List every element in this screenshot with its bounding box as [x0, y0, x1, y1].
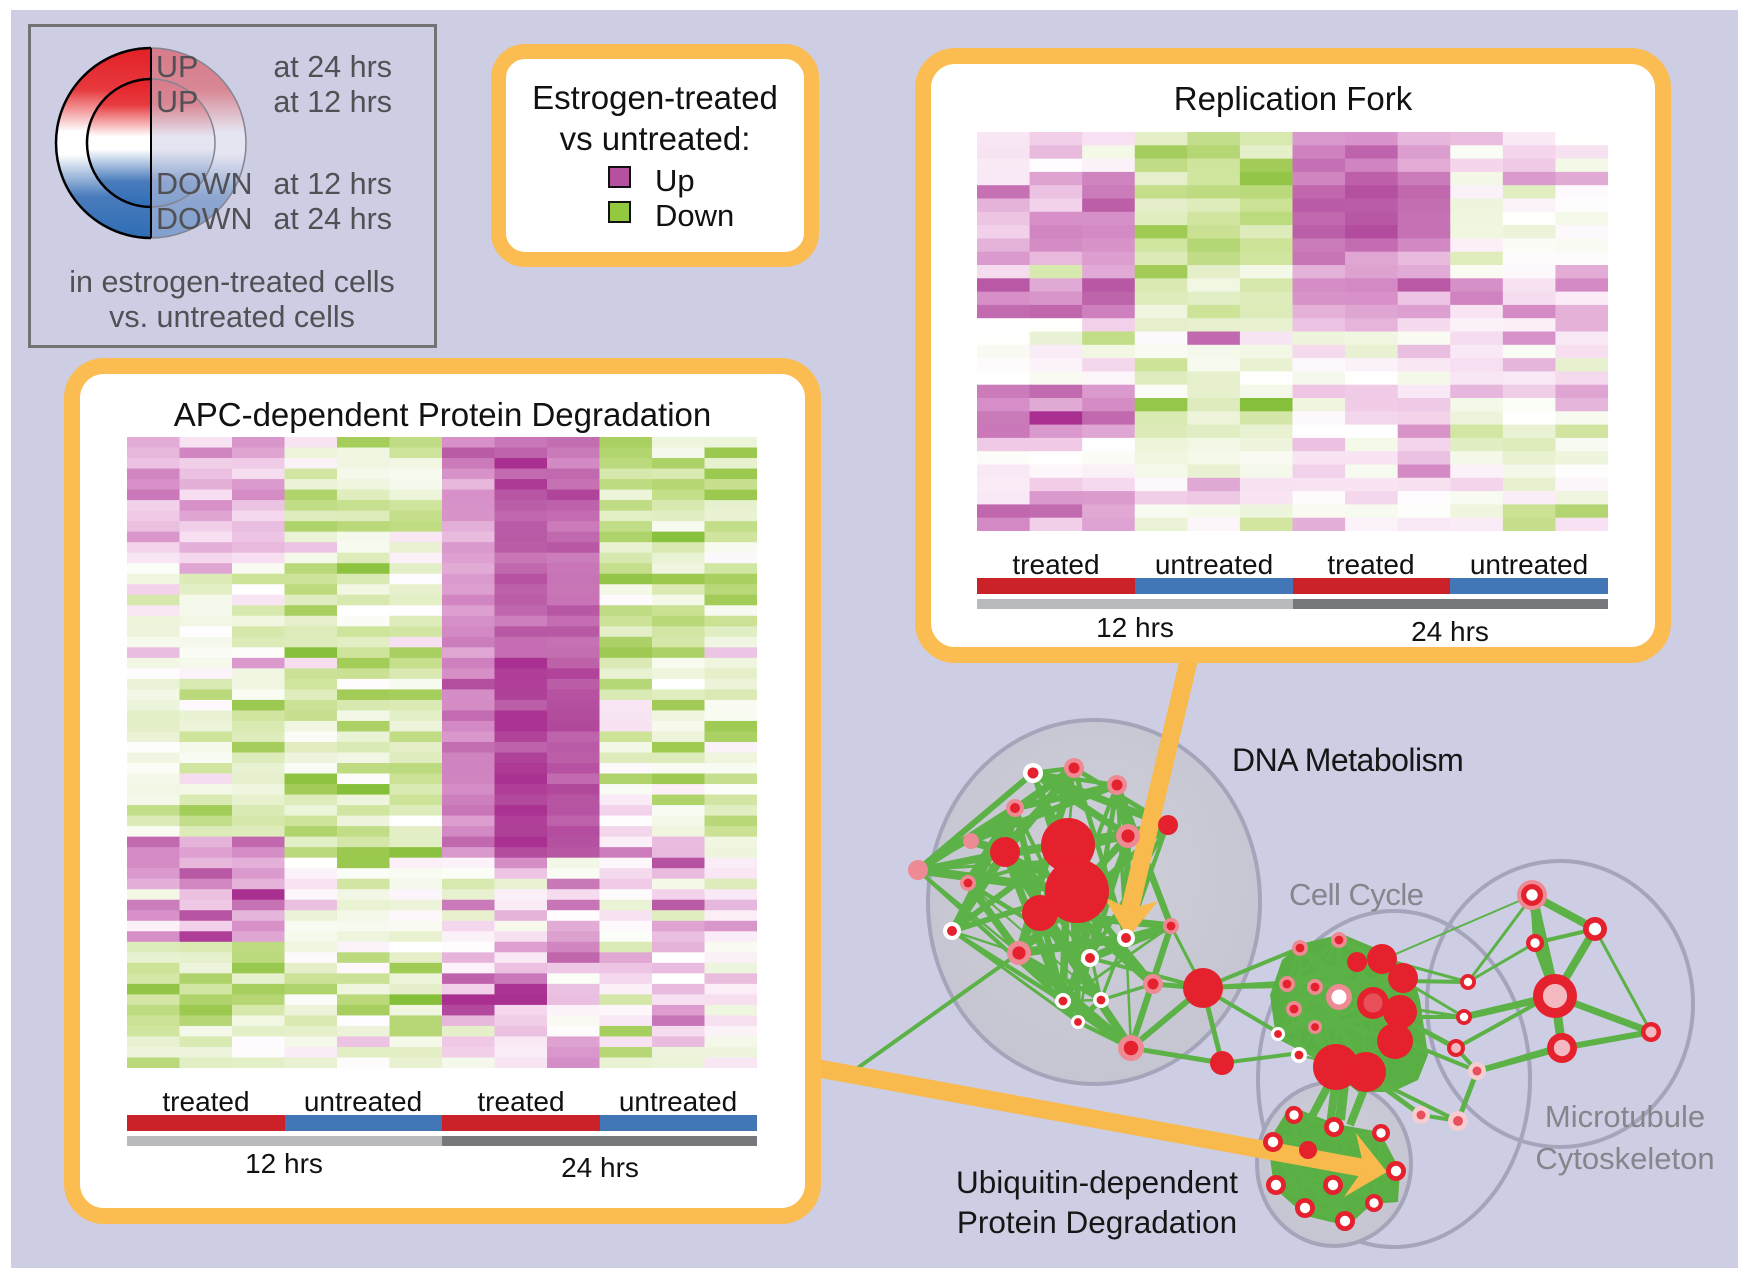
svg-text:at 24 hrs: at 24 hrs — [273, 50, 392, 84]
svg-text:vs. untreated cells: vs. untreated cells — [109, 300, 355, 334]
svg-text:at 12 hrs: at 12 hrs — [273, 167, 392, 201]
svg-text:Cell Cycle: Cell Cycle — [1289, 877, 1424, 912]
svg-text:UP: UP — [156, 85, 198, 119]
svg-text:Protein Degradation: Protein Degradation — [957, 1204, 1237, 1240]
svg-text:DNA Metabolism: DNA Metabolism — [1232, 742, 1463, 778]
svg-text:at 24 hrs: at 24 hrs — [273, 202, 392, 236]
svg-text:DOWN: DOWN — [156, 202, 253, 236]
svg-text:Ubiquitin-dependent: Ubiquitin-dependent — [956, 1164, 1238, 1200]
svg-text:in estrogen-treated cells: in estrogen-treated cells — [69, 265, 395, 299]
svg-text:Microtubule: Microtubule — [1545, 1099, 1705, 1134]
svg-text:UP: UP — [156, 50, 198, 84]
svg-text:at 12 hrs: at 12 hrs — [273, 85, 392, 119]
svg-text:DOWN: DOWN — [156, 167, 253, 201]
svg-text:Cytoskeleton: Cytoskeleton — [1535, 1141, 1714, 1176]
